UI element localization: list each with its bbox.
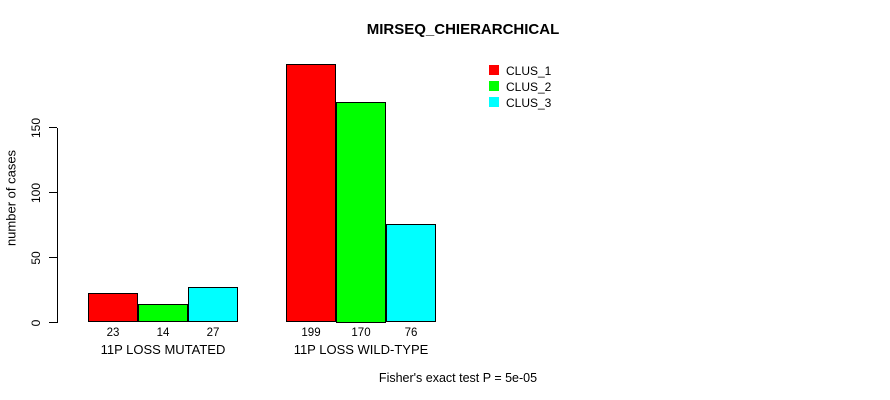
legend-label-clus_3: CLUS_3 (506, 96, 552, 110)
x-axis-category-label: 11P LOSS MUTATED (100, 341, 226, 357)
bar-clus_3-group1 (188, 287, 238, 323)
y-axis-tick (49, 322, 57, 323)
legend-swatch-clus_3 (489, 97, 499, 107)
y-axis-tick (49, 127, 57, 128)
bar-value-label: 170 (351, 326, 371, 339)
bar-value-label: 14 (156, 326, 170, 339)
annotation-text: Fisher's exact test P = 5e-05 (378, 371, 538, 385)
y-axis-tick-label: 150 (29, 117, 43, 138)
legend-swatch-clus_2 (489, 81, 499, 91)
bar-clus_1-group1 (88, 292, 138, 323)
bar-value-label: 23 (106, 326, 120, 339)
y-axis-tick-label: 0 (29, 319, 43, 326)
bar-value-label: 199 (301, 326, 321, 339)
legend-label-clus_2: CLUS_2 (506, 80, 552, 94)
chart-title: MIRSEQ_CHIERARCHICAL (366, 21, 560, 38)
legend-label-clus_1: CLUS_1 (506, 64, 552, 78)
legend-swatch-clus_1 (489, 65, 499, 75)
bar-clus_2-group2 (336, 101, 386, 323)
y-axis-tick (49, 192, 57, 193)
y-axis-tick-label: 100 (29, 182, 43, 203)
y-axis-line (57, 127, 58, 323)
bar-clus_3-group2 (386, 223, 436, 323)
bar-clus_2-group1 (138, 304, 188, 323)
bar-clus_1-group2 (286, 63, 336, 323)
bar-value-label: 27 (206, 326, 220, 339)
y-axis-tick (49, 257, 57, 258)
y-axis-label: number of cases (3, 149, 19, 247)
bar-value-label: 76 (404, 326, 418, 339)
x-axis-category-label: 11P LOSS WILD-TYPE (293, 341, 429, 357)
y-axis-tick-label: 50 (29, 250, 43, 265)
